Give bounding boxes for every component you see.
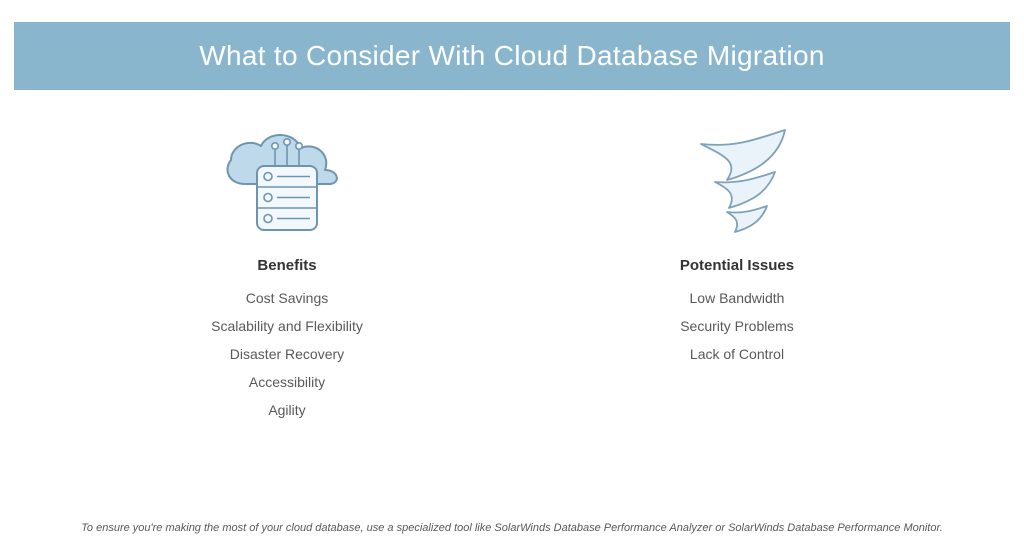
benefits-list: Cost Savings Scalability and Flexibility… (211, 284, 363, 424)
list-item: Scalability and Flexibility (211, 312, 363, 340)
columns-container: Benefits Cost Savings Scalability and Fl… (0, 128, 1024, 424)
list-item: Disaster Recovery (211, 340, 363, 368)
benefits-column: Benefits Cost Savings Scalability and Fl… (157, 128, 417, 424)
cloud-server-icon (217, 128, 357, 243)
list-item: Agility (211, 396, 363, 424)
arrows-icon (667, 128, 807, 243)
title-banner: What to Consider With Cloud Database Mig… (14, 22, 1010, 90)
list-item: Lack of Control (680, 340, 794, 368)
issues-heading: Potential Issues (680, 257, 794, 274)
issues-column: Potential Issues Low Bandwidth Security … (607, 128, 867, 424)
benefits-heading: Benefits (257, 257, 316, 274)
list-item: Cost Savings (211, 284, 363, 312)
footer-note: To ensure you're making the most of your… (0, 522, 1024, 534)
list-item: Accessibility (211, 368, 363, 396)
list-item: Low Bandwidth (680, 284, 794, 312)
title-text: What to Consider With Cloud Database Mig… (199, 40, 824, 72)
issues-list: Low Bandwidth Security Problems Lack of … (680, 284, 794, 368)
list-item: Security Problems (680, 312, 794, 340)
